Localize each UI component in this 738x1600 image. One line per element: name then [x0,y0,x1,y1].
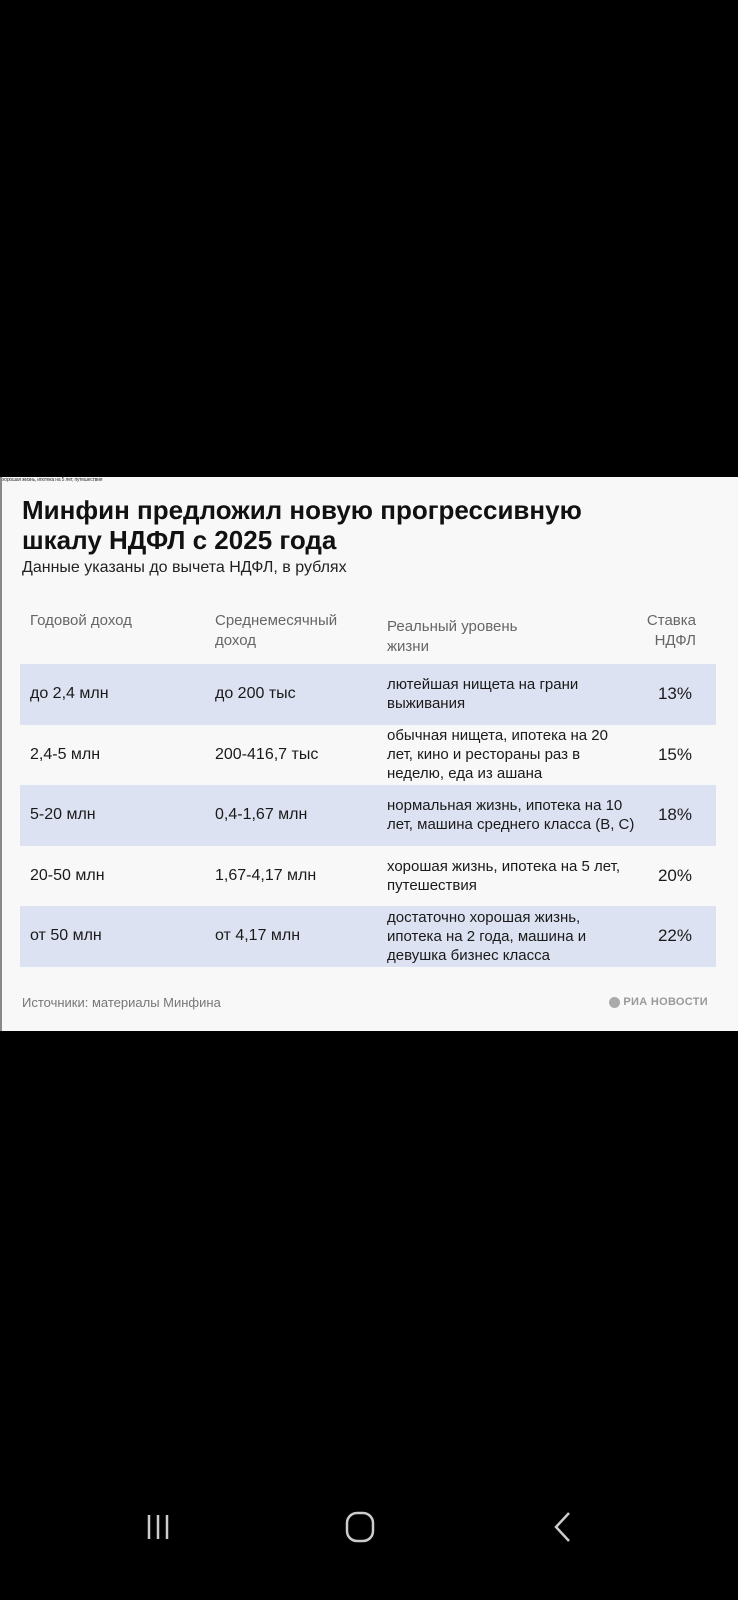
tax-rate: 15% [657,744,692,764]
annual-income: 5-20 млн [30,806,96,824]
home-icon [345,1511,375,1543]
monthly-income: до 200 тыс [215,685,296,703]
back-icon [554,1512,570,1542]
table-row: 5-20 млн 0,4-1,67 млн нормальная жизнь, … [20,785,716,846]
table-row: до 2,4 млн до 200 тыс лютейшая нищета на… [20,664,716,725]
living-standard: достаточно хорошая жизнь, ипотека на 2 г… [387,908,587,964]
ria-logo: РИА НОВОСТИ [609,996,708,1008]
tax-table: до 2,4 млн до 200 тыс лютейшая нищета на… [20,664,716,967]
tax-rate: 20% [657,865,692,885]
table-row: от 50 млн от 4,17 млн достаточно хорошая… [20,906,716,967]
infographic-subtitle: Данные указаны до вычета НДФЛ, в рублях [22,559,347,576]
annual-income: до 2,4 млн [30,685,109,703]
annual-income: 2,4-5 млн [30,745,101,763]
monthly-income: от 4,17 млн [215,927,301,945]
recent-apps-icon [147,1515,169,1539]
back-button[interactable] [548,1510,578,1544]
annual-income: 20-50 млн [30,866,105,884]
table-row: 2,4-5 млн 200-416,7 тыс обычная нищета, … [20,725,716,786]
tax-rate: 22% [657,926,692,946]
header-tax-rate: Ставка НДФЛ [646,612,696,649]
tax-rate: 18% [657,805,692,825]
source-note: Источники: материалы Минфина [22,995,221,1010]
infographic-card: хорошая жизнь, ипотека на 5 лет, путешес… [0,477,738,1031]
monthly-income: 200-416,7 тыс [215,745,319,763]
header-monthly-income: Среднемесячный доход [215,612,338,649]
living-standard: хорошая жизнь, ипотека на 5 лет, путешес… [387,857,620,894]
infographic-title: Минфин предложил новую прогрессивную шка… [22,495,582,555]
ria-logo-icon [609,996,621,1008]
table-row: 20-50 млн 1,67-4,17 млн хорошая жизнь, и… [20,846,716,907]
monthly-income: 1,67-4,17 млн [215,866,317,884]
ria-logo-text: РИА НОВОСТИ [623,996,708,1008]
tax-rate: 13% [657,684,692,704]
header-annual-income: Годовой доход [30,612,132,629]
recent-apps-button[interactable] [140,1510,176,1544]
living-standard: нормальная жизнь, ипотека на 10 лет, маш… [387,797,635,834]
monthly-income: 0,4-1,67 млн [215,806,308,824]
annual-income: от 50 млн [30,927,102,945]
living-standard: обычная нищета, ипотека на 20 лет, кино … [387,727,608,783]
home-button[interactable] [340,1510,380,1544]
top-caption: хорошая жизнь, ипотека на 5 лет, путешес… [2,477,103,483]
living-standard: лютейшая нищета на грани выживания [387,676,579,713]
system-navigation-bar [0,1490,738,1560]
header-living-standard: Реальный уровень жизни [387,618,518,655]
